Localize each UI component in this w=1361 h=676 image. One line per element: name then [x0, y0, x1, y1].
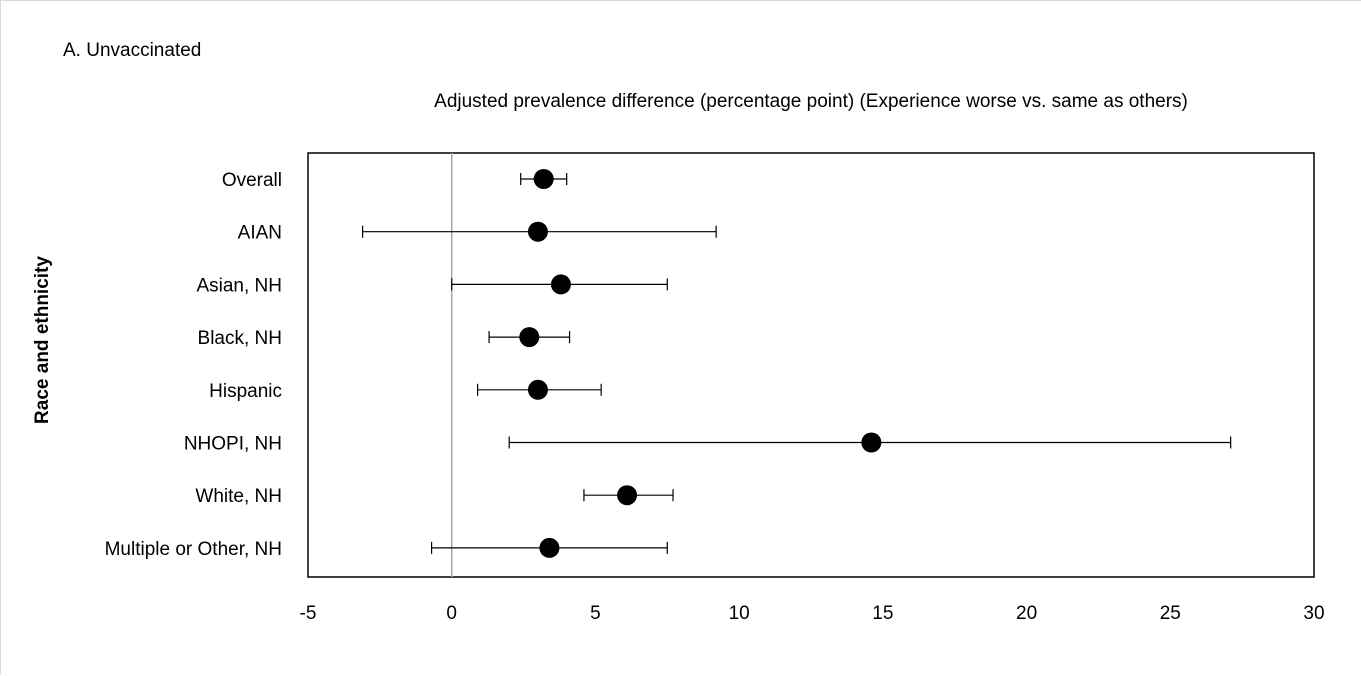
y-axis-category-labels: Overall AIAN Asian, NH Black, NH Hispanic NHO…	[105, 170, 282, 560]
panel-label: A. Unvaccinated	[63, 40, 201, 61]
x-tick-label: 25	[1160, 603, 1181, 624]
estimate-point	[550, 274, 571, 295]
estimate-point	[519, 327, 540, 348]
category-label: AIAN	[238, 223, 282, 244]
category-label: Overall	[222, 170, 282, 191]
confidence-interval-bars	[362, 173, 1232, 554]
category-label: Multiple or Other, NH	[105, 539, 282, 560]
x-tick-label: 5	[590, 603, 601, 624]
estimate-point	[527, 379, 548, 400]
x-tick-label: 0	[446, 603, 457, 624]
chart-title: Adjusted prevalence difference (percenta…	[434, 91, 1188, 112]
plot-frame	[307, 152, 1315, 578]
estimate-points	[519, 169, 882, 558]
estimate-point	[539, 537, 560, 558]
estimate-point	[861, 432, 882, 453]
estimate-point	[617, 485, 638, 506]
category-label: Black, NH	[198, 328, 282, 349]
category-label: Asian, NH	[196, 275, 282, 296]
category-label: NHOPI, NH	[184, 434, 282, 455]
category-label: Hispanic	[209, 381, 282, 402]
x-tick-label: 20	[1016, 603, 1037, 624]
x-tick-label: -5	[300, 603, 317, 624]
estimate-point	[527, 221, 548, 242]
x-axis-ticks: -5 0 5 10 15 20 25 30	[300, 603, 1325, 624]
x-tick-label: 15	[872, 603, 893, 624]
estimate-point	[533, 169, 554, 189]
x-tick-label: 30	[1303, 603, 1324, 624]
x-tick-label: 10	[729, 603, 750, 624]
category-label: White, NH	[195, 486, 282, 507]
y-axis-title: Race and ethnicity	[32, 256, 53, 424]
